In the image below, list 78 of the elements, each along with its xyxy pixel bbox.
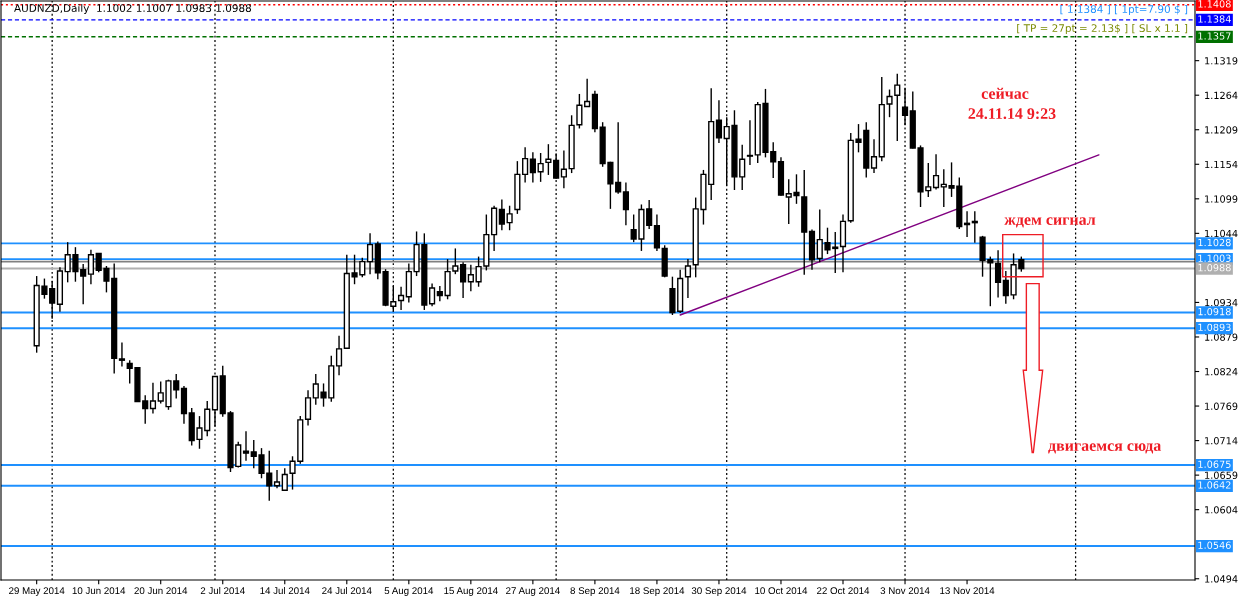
x-tick-label: 2 Jul 2014 [200,586,245,595]
candlestick [584,78,591,108]
candlestick [746,119,754,166]
x-tick-label: 22 Oct 2014 [817,587,870,595]
annotation: [ 1.1384 ] [ 1pt=7.90 $ ] [1060,4,1188,16]
ref-line-label: 1.1003 [1198,254,1231,262]
x-tick-label: 13 Nov 2014 [940,587,995,595]
x-tick-label: 8 Sep 2014 [570,587,620,597]
candlestick [545,143,552,176]
candlestick [242,430,250,462]
annotation: [ TP = 27pt = 2.13$ ] [ SL x 1.1 ] [1017,23,1188,35]
candlestick [149,382,157,415]
chart-title: AUDNZD,Daily 1.1002 1.1007 1.0983 1.0988 [14,3,252,15]
candlestick [870,138,878,174]
y-tick-label: 1.1319 [1205,57,1238,65]
annotation: двигаемся сюда [1048,443,1162,454]
candlestick [366,232,374,275]
candlestick [118,341,126,368]
annotation: 24.11.14 9:23 [968,108,1056,120]
candlestick [560,149,567,189]
x-tick-label: 18 Sep 2014 [630,587,685,597]
y-tick-label: 1.1209 [1205,126,1238,134]
y-tick-label: 1.1154 [1205,160,1238,169]
x-tick-label: 27 Aug 2014 [506,587,560,597]
x-tick-label: 3 Nov 2014 [880,587,930,595]
y-tick-label: 1.0714 [1205,437,1238,445]
ref-line-label: 1.1357 [1198,32,1231,40]
annotation: ждем сигнал [1004,217,1096,228]
candlestick [537,152,544,183]
candlestick [576,93,583,130]
candlestick [894,73,901,142]
candlestick [467,264,474,292]
x-tick-label: 29 May 2014 [9,587,65,597]
y-tick-label: 1.0604 [1205,506,1238,514]
candlestick [87,248,95,285]
ref-line-label: 1.1028 [1198,238,1231,247]
candlestick [273,469,281,490]
ref-line-label: 1.1384 [1198,15,1231,23]
candlestick [506,205,513,231]
y-tick-label: 1.1044 [1205,229,1238,238]
candlestick [715,99,723,144]
candlestick [622,181,630,226]
x-tick-label: 5 Aug 2014 [384,587,434,597]
y-tick-label: 1.0659 [1205,471,1238,479]
annotation: сейчас [981,87,1029,99]
ref-line-label: 1.0642 [1198,481,1231,489]
y-tick-label: 1.0494 [1205,575,1238,583]
candlestick [459,261,467,299]
ref-line-label: 1.1408 [1198,0,1231,8]
candlestick [397,286,405,311]
candlestick [932,153,940,191]
candlestick [994,249,1002,299]
candlestick [335,335,343,376]
x-tick-label: 24 Jul 2014 [322,586,372,595]
y-tick-label: 1.0934 [1205,298,1238,307]
ref-line-label: 1.0918 [1198,307,1231,316]
y-tick-label: 1.0769 [1205,402,1238,410]
y-tick-label: 1.1264 [1205,91,1238,100]
ref-line-label: 1.0675 [1198,460,1231,468]
candlestick [428,282,436,307]
x-tick-label: 14 Jul 2014 [260,586,310,595]
x-tick-label: 20 Jun 2014 [134,587,188,595]
candlestick [653,213,661,252]
candlestick [498,198,505,231]
x-tick-label: 15 Aug 2014 [444,587,498,597]
x-tick-label: 10 Jun 2014 [72,587,126,595]
candlestick [304,389,312,427]
x-tick-label: 10 Oct 2014 [755,587,808,595]
x-tick-label: 30 Sep 2014 [691,587,747,597]
candlestick [281,467,288,491]
ref-line-label: 1.0546 [1198,541,1231,549]
candlestick [684,258,692,299]
ref-line-label: 1.0893 [1198,323,1231,331]
candlestick [522,146,529,184]
ref-line-label: 1.0988 [1198,263,1231,272]
candlestick [529,151,536,184]
y-tick-label: 1.1099 [1205,195,1238,203]
y-tick-label: 1.0824 [1205,367,1238,376]
